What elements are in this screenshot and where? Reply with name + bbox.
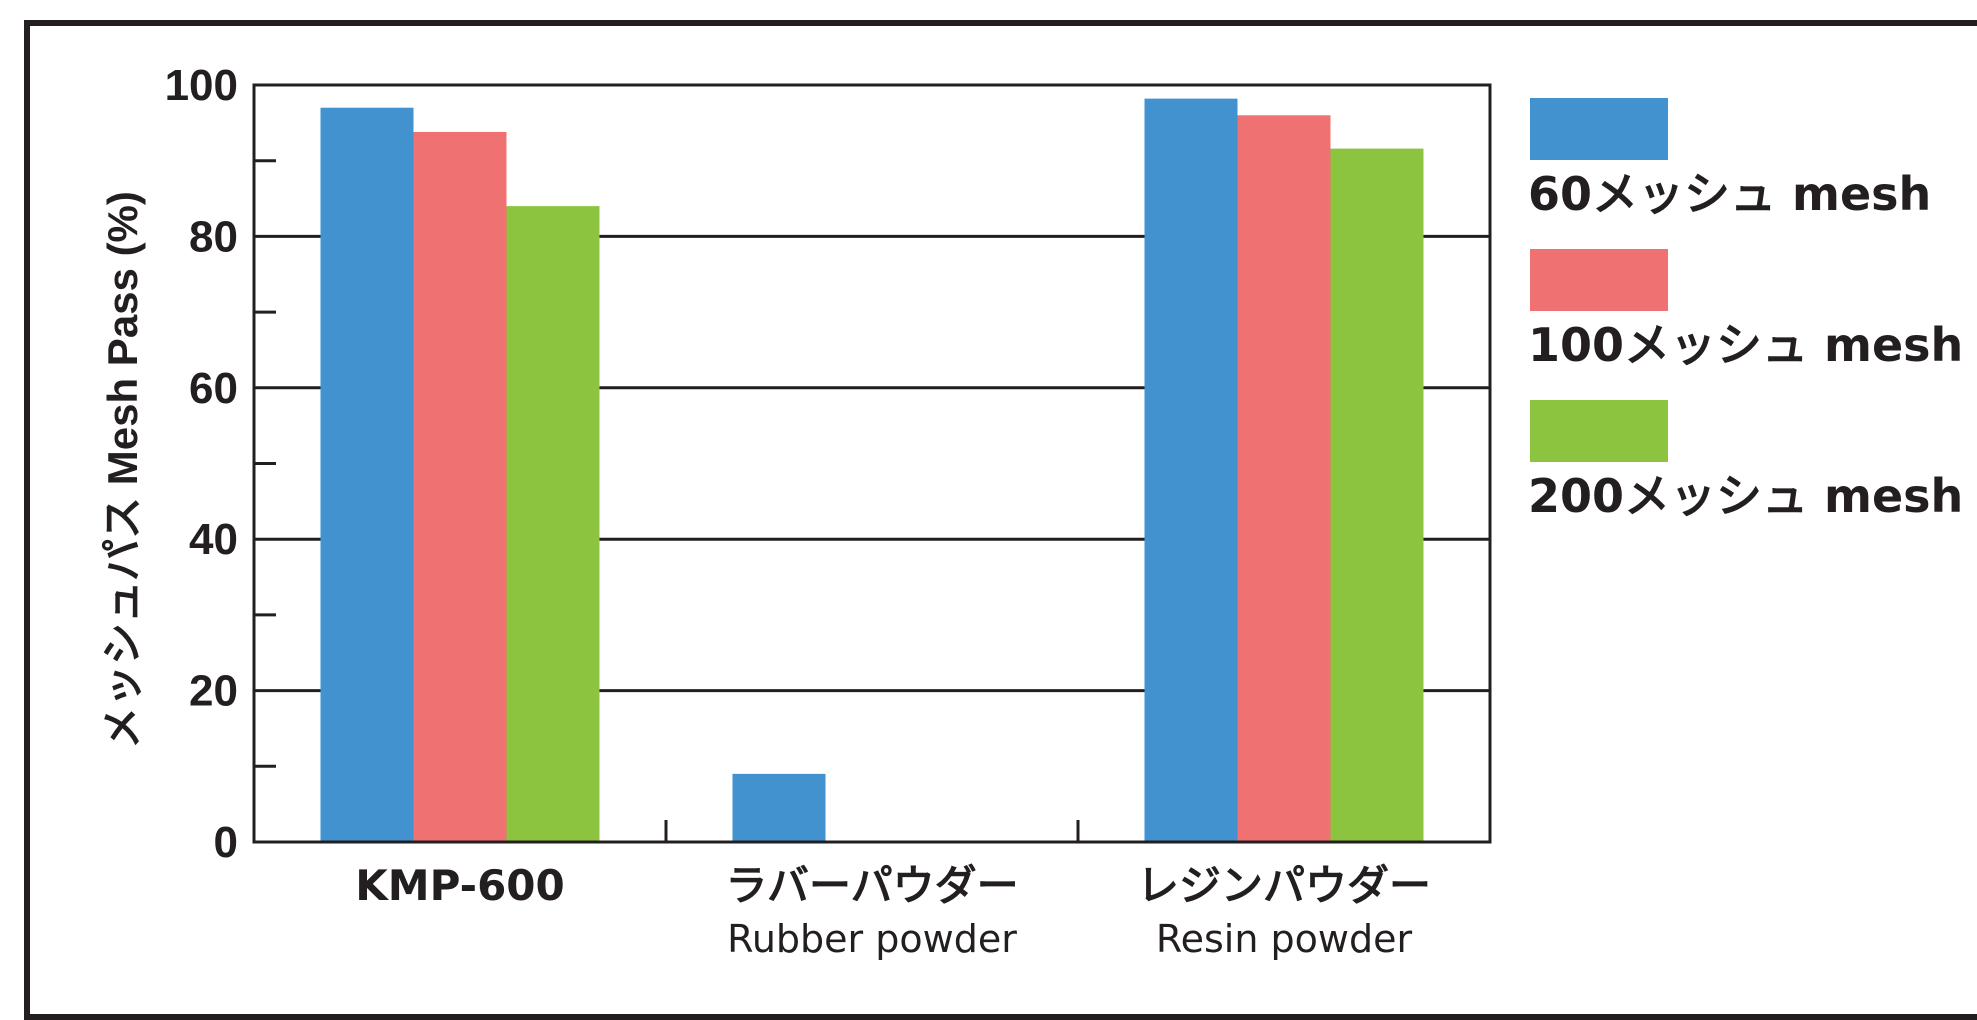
y-axis-label: メッシュパス Mesh Pass (%) (99, 191, 146, 749)
legend-label: 100メッシュ mesh (1528, 318, 1963, 372)
axes (252, 83, 1492, 844)
category-label: KMP-600 (355, 861, 565, 910)
legend-label: 200メッシュ mesh (1528, 469, 1963, 523)
bar-chart: 0 20 40 60 80 100 KMP-600 ラバーパウダー Rubber powder… (99, 61, 1963, 961)
y-tick-labels: 0 20 40 60 80 100 (165, 61, 238, 867)
bar (506, 206, 600, 842)
category-labels: KMP-600 ラバーパウダー Rubber powder レジンパウダー Resin … (355, 861, 1431, 961)
legend-swatch (1530, 98, 1668, 160)
bar (1144, 98, 1238, 843)
category-sublabel: Rubber powder (727, 917, 1017, 961)
legend-swatch (1530, 249, 1668, 311)
y-tick-label: 80 (189, 212, 238, 261)
legend: 60メッシュ mesh 100メッシュ mesh 200メッシュ mesh (1528, 98, 1963, 523)
y-tick-label: 0 (214, 818, 238, 867)
legend-label: 60メッシュ mesh (1528, 167, 1931, 221)
category-sublabel: Resin powder (1156, 917, 1413, 961)
y-tick-label: 100 (165, 61, 238, 110)
bar (1330, 148, 1424, 842)
bars (320, 98, 1424, 843)
category-label: レジンパウダー (1137, 861, 1431, 910)
category-label: ラバーパウダー (725, 861, 1018, 910)
bar (1237, 115, 1331, 842)
y-tick-label: 40 (189, 515, 238, 564)
bar (320, 107, 414, 842)
legend-swatch (1530, 400, 1668, 462)
bar (732, 773, 826, 842)
y-tick-label: 60 (189, 364, 238, 413)
bar (413, 131, 507, 842)
plot-area (252, 83, 1492, 844)
y-tick-label: 20 (189, 667, 238, 716)
